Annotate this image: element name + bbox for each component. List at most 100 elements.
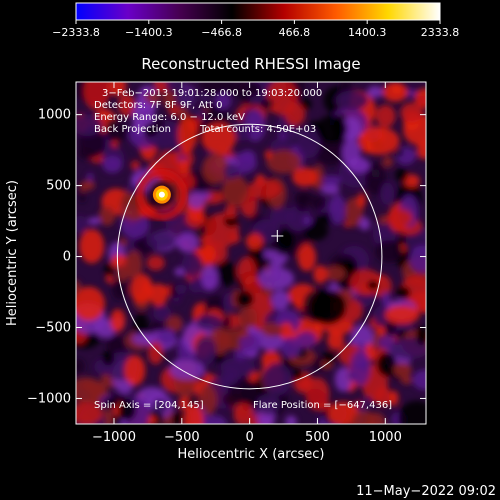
heatmap-blob <box>76 377 104 404</box>
heatmap-blob <box>350 350 371 386</box>
colorbar-tick-label: 2333.8 <box>421 26 460 39</box>
heatmap-blob <box>212 353 226 364</box>
heatmap-blob <box>367 280 380 291</box>
annotation-flare-position: Flare Position = [−647,436] <box>253 400 392 411</box>
heatmap-blob <box>261 322 283 337</box>
heatmap-blob <box>364 162 387 196</box>
heatmap-blob <box>76 280 82 296</box>
heatmap-blob <box>147 341 164 365</box>
x-axis-label: Heliocentric X (arcsec) <box>178 447 325 462</box>
heatmap-blob <box>183 404 204 424</box>
heatmap-blob <box>129 273 153 304</box>
heatmap-blob <box>162 89 177 109</box>
heatmap-blob <box>316 115 348 143</box>
heatmap-blob <box>389 390 399 407</box>
heatmap-blob <box>255 394 281 415</box>
x-tick-label: 500 <box>305 430 330 445</box>
axis-ticks: −1000 −500 0 500 1000 −1000 −500 0 500 1000 <box>27 82 426 445</box>
heatmap-blob <box>79 228 105 264</box>
plot-area: −1000 −500 0 500 1000 −1000 −500 0 500 1000 <box>27 81 427 445</box>
heatmap-blob <box>286 205 311 232</box>
heatmap-blob <box>358 127 400 155</box>
heatmap-blob <box>382 82 408 102</box>
x-tick-label: 0 <box>246 430 254 445</box>
heatmap-blob <box>146 255 165 271</box>
heatmap-blob <box>224 204 238 219</box>
heatmap-blob <box>382 156 394 168</box>
annotations: 3−Feb−2013 19:01:28.000 to 19:03:20.000 … <box>94 88 392 411</box>
heatmap-blob <box>104 262 114 277</box>
heatmap-blob <box>322 350 335 363</box>
heatmap-blob <box>394 148 404 157</box>
flare-ring <box>136 169 188 221</box>
colorbar-tick-label: 466.8 <box>279 26 311 39</box>
heatmap-blob <box>88 217 101 226</box>
heatmap-blob <box>296 126 321 159</box>
heatmap-blob <box>403 174 420 188</box>
heatmap-blob <box>374 240 404 263</box>
annotation-detectors: Detectors: 7F 8F 9F, Att 0 <box>94 100 222 111</box>
heatmap-blob <box>98 206 116 226</box>
heatmap-blob <box>76 114 103 137</box>
heatmap-blob <box>308 289 347 325</box>
heatmap-blob <box>384 305 420 325</box>
flare-source-core <box>158 191 165 198</box>
heatmap-blob <box>169 359 206 380</box>
heatmap-blob <box>322 175 342 186</box>
heatmap-blob <box>203 415 227 424</box>
heatmap-blob <box>237 305 258 331</box>
heatmap-blob <box>381 291 392 307</box>
heatmap-blob <box>221 175 249 207</box>
heatmap-blob <box>223 292 235 313</box>
heatmap-blob <box>323 265 346 282</box>
heatmap-blob <box>245 233 264 250</box>
heatmap-blob <box>118 237 127 247</box>
heatmap-blob <box>194 335 216 366</box>
heatmap-blob <box>294 191 313 204</box>
heatmap-blob <box>132 176 142 183</box>
heatmap-blob <box>376 351 397 377</box>
heatmap-blob <box>110 123 128 142</box>
x-tick-label: −500 <box>164 430 200 445</box>
heatmap-blob <box>380 182 395 205</box>
y-tick-label: 500 <box>46 179 71 194</box>
heatmap-blob <box>295 331 317 348</box>
heatmap-blob <box>386 209 413 228</box>
heatmap-blob <box>285 415 297 424</box>
heatmap-blob <box>375 104 396 128</box>
heatmap-blob <box>176 159 191 178</box>
y-tick-label: 0 <box>63 250 71 265</box>
x-tick-label: −1000 <box>92 430 136 445</box>
heatmap-blob <box>313 265 328 284</box>
heatmap-blob <box>342 138 361 167</box>
heatmap-blob <box>400 375 413 385</box>
heatmap-blob <box>303 216 313 226</box>
heatmap-blob <box>118 398 137 421</box>
heatmap-blob <box>126 184 140 195</box>
spin-axis-marker <box>271 229 284 242</box>
heatmap-blob <box>259 99 274 110</box>
heatmap-blob <box>102 351 115 366</box>
heatmap-blob <box>412 369 426 390</box>
colorbar-tick-label: 1400.3 <box>348 26 387 39</box>
heatmap-blob <box>269 207 295 225</box>
heatmap-blob <box>102 156 123 174</box>
heatmap-blob <box>310 195 326 210</box>
heatmap-blob <box>77 147 95 160</box>
plot-frame <box>75 81 427 425</box>
colorbar: −2333.8 −1400.3 −466.8 466.8 1400.3 2333.8 <box>52 2 459 39</box>
heatmap-blob <box>416 141 426 160</box>
heatmap-blob <box>266 149 302 174</box>
colorbar-ticks: −2333.8 −1400.3 −466.8 466.8 1400.3 2333.8 <box>52 20 459 39</box>
heatmap-blob <box>81 179 96 191</box>
heatmap-blob <box>107 82 127 96</box>
heatmap-blob <box>232 122 252 141</box>
heatmap-blob <box>215 260 237 287</box>
heatmap-blob <box>229 232 241 244</box>
heatmap-blob <box>335 90 369 111</box>
heatmap-blob <box>117 93 136 117</box>
heatmap-blob <box>142 123 158 137</box>
heatmap-blob <box>357 192 366 208</box>
footer-timestamp: 11−May−2022 09:02 <box>356 484 496 499</box>
